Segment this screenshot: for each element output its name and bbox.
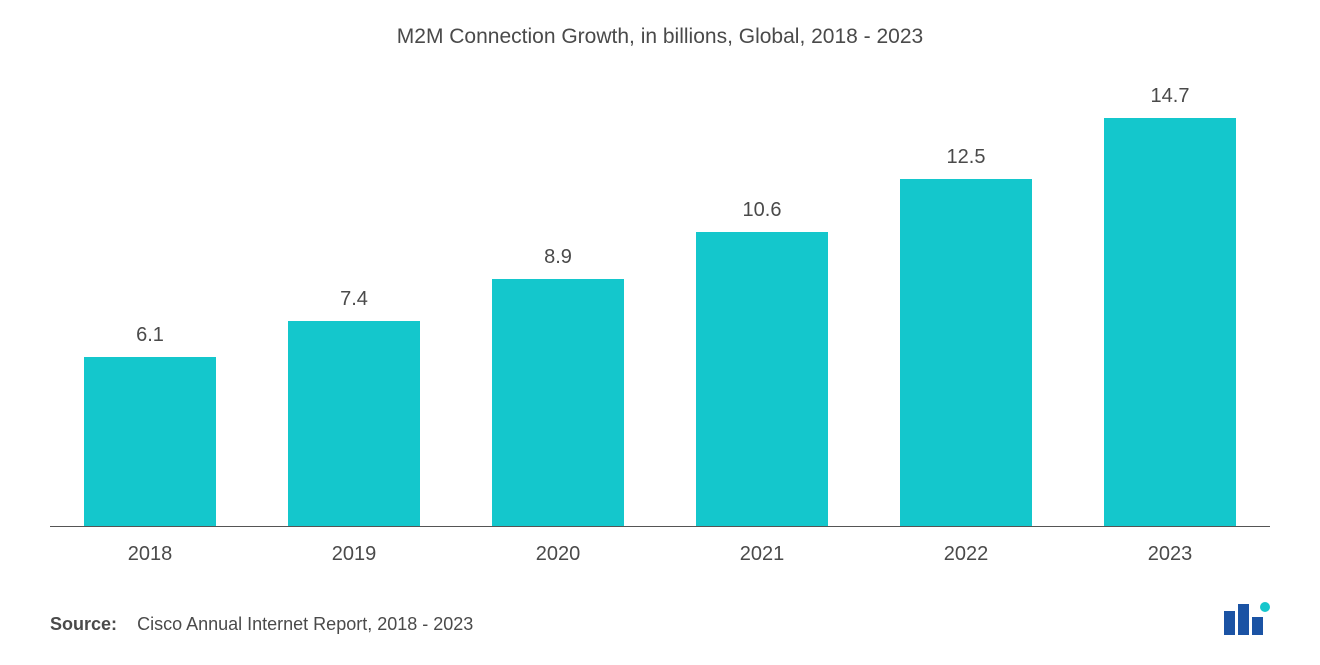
bar-group: 8.9 <box>468 246 648 526</box>
bar-value-label: 6.1 <box>136 324 164 347</box>
bar-group: 6.1 <box>60 324 240 526</box>
bar <box>288 321 420 526</box>
source-line: Source: Cisco Annual Internet Report, 20… <box>50 614 473 635</box>
bar-group: 12.5 <box>876 146 1056 526</box>
chart-title: M2M Connection Growth, in billions, Glob… <box>50 25 1270 49</box>
bar-group: 14.7 <box>1080 85 1260 526</box>
plot-area: 6.1 7.4 8.9 10.6 12.5 14.7 <box>50 74 1270 527</box>
bar-group: 10.6 <box>672 199 852 526</box>
x-axis-label: 2020 <box>468 535 648 566</box>
x-axis-label: 2019 <box>264 535 444 566</box>
bar-value-label: 12.5 <box>947 146 986 169</box>
bar-group: 7.4 <box>264 288 444 526</box>
chart-footer: Source: Cisco Annual Internet Report, 20… <box>50 601 1270 645</box>
bar <box>1104 118 1236 526</box>
bar-value-label: 7.4 <box>340 288 368 311</box>
chart-container: M2M Connection Growth, in billions, Glob… <box>0 0 1320 665</box>
source-text: Cisco Annual Internet Report, 2018 - 202… <box>137 614 473 634</box>
bar <box>84 357 216 526</box>
bar-value-label: 14.7 <box>1151 85 1190 108</box>
x-axis-label: 2021 <box>672 535 852 566</box>
x-axis-label: 2018 <box>60 535 240 566</box>
x-axis: 2018 2019 2020 2021 2022 2023 <box>50 535 1270 566</box>
source-label: Source: <box>50 614 117 634</box>
bar <box>492 279 624 526</box>
bar <box>900 179 1032 526</box>
bar-value-label: 10.6 <box>743 199 782 222</box>
x-axis-label: 2023 <box>1080 535 1260 566</box>
bar <box>696 232 828 526</box>
x-axis-label: 2022 <box>876 535 1056 566</box>
brand-logo-icon <box>1224 601 1270 635</box>
bar-value-label: 8.9 <box>544 246 572 269</box>
